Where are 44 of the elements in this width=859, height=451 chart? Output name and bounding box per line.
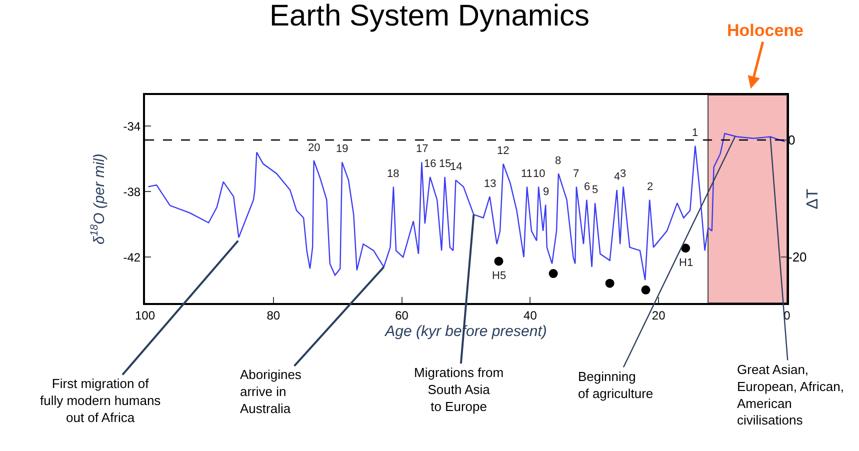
x-tick-label: 20 — [652, 308, 666, 322]
point — [548, 269, 558, 278]
annotation: 12 — [497, 145, 510, 157]
annotation: 9 — [543, 186, 550, 198]
y-tick-label: -38 — [123, 184, 141, 199]
annotation: 16 — [424, 158, 436, 170]
annotation: 2 — [647, 181, 654, 193]
point — [494, 256, 504, 266]
annotation: Great Asian, European, African, American civilisations — [737, 362, 844, 428]
annotation: 14 — [450, 161, 462, 173]
annotation: Aborigines arrive in Australia — [240, 367, 302, 416]
band-label: Holocene — [727, 21, 804, 40]
annotation: 7 — [573, 168, 580, 180]
annotation: Migrations from South Asia to Europe — [414, 365, 504, 414]
annotation: H5 — [492, 270, 506, 282]
annotation: H1 — [679, 257, 694, 269]
annotation: First migration of fully modern humans out of Africa — [40, 376, 162, 425]
annotation: 18 — [387, 168, 400, 180]
y2-tick-label: -20 — [788, 249, 807, 264]
annotation: 19 — [336, 143, 348, 155]
annotation: 6 — [584, 181, 590, 193]
annotation: 1 — [692, 127, 698, 139]
annotation: 15 — [439, 158, 452, 170]
point — [641, 285, 650, 294]
annotation: 5 — [592, 184, 598, 196]
annotation: 10 — [533, 168, 546, 180]
annotation: 13 — [484, 178, 496, 190]
y2-axis-title: ΔT — [804, 188, 822, 210]
annotation: 17 — [416, 143, 428, 155]
x-tick-label: 60 — [395, 308, 409, 322]
point — [681, 244, 690, 253]
y-tick-label: -34 — [123, 119, 141, 134]
x-tick-label: 100 — [134, 308, 156, 322]
annotation: 3 — [620, 168, 626, 180]
annotation: 11 — [521, 168, 532, 180]
annotation: 20 — [308, 142, 320, 154]
x-tick-label: 80 — [266, 308, 280, 322]
chart-title: Earth System Dynamics — [269, 0, 590, 33]
x-tick-label: 40 — [524, 308, 538, 322]
y-tick-label: -42 — [123, 250, 141, 264]
annotation: 4 — [614, 171, 620, 183]
point — [605, 278, 614, 288]
annotation: 8 — [555, 155, 562, 167]
annotation: Beginning of agriculture — [578, 369, 654, 401]
